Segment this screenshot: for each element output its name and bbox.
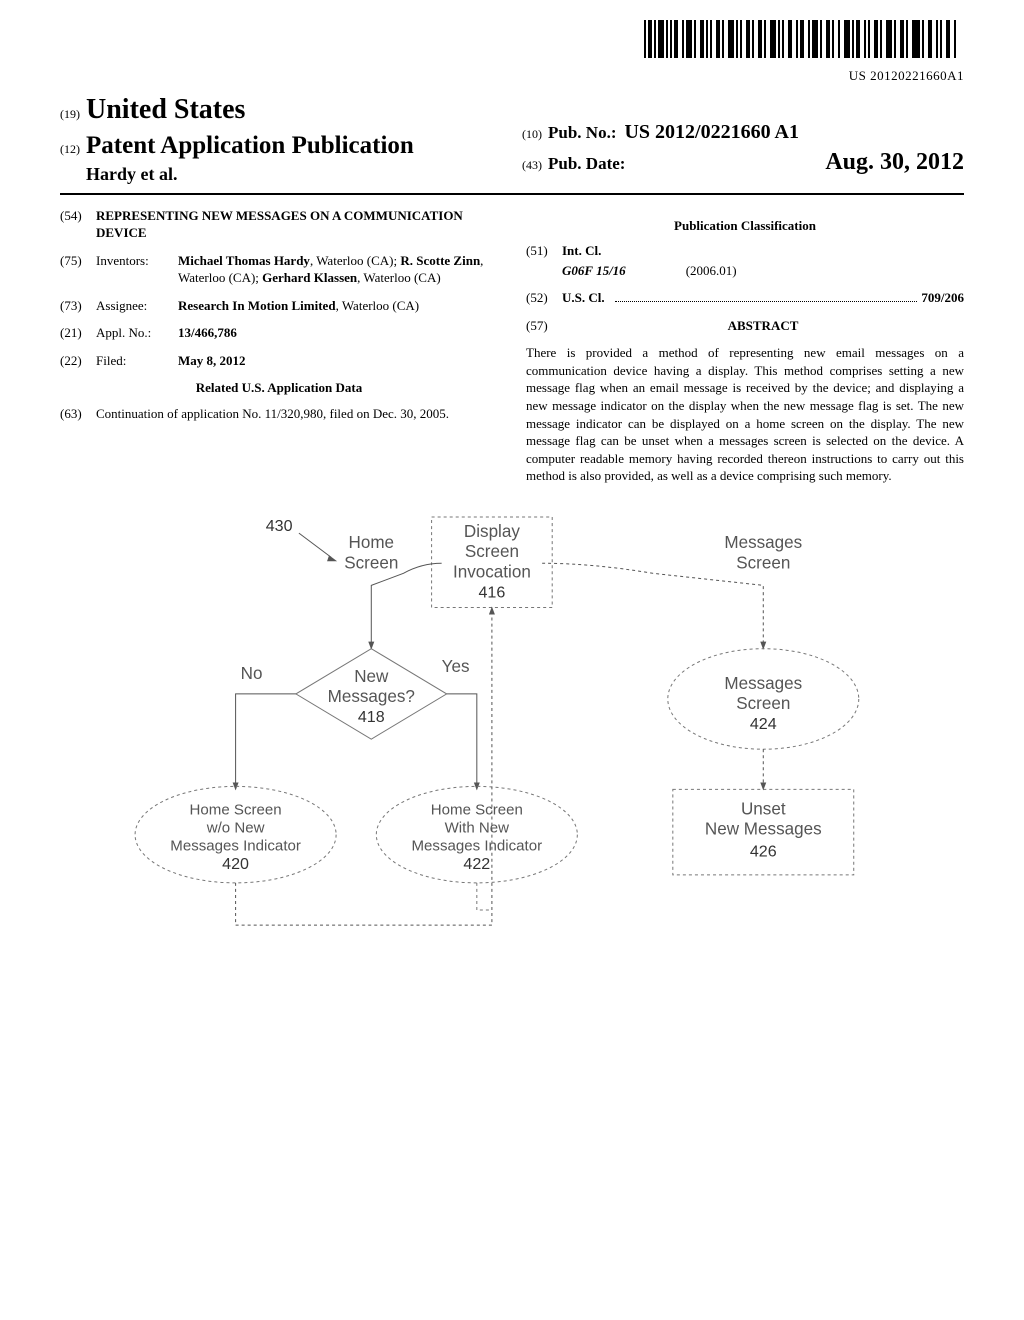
svg-text:Messages Indicator: Messages Indicator: [170, 837, 301, 854]
svg-text:426: 426: [750, 842, 777, 860]
inventors-code: (75): [60, 252, 96, 270]
assignee-label: Assignee:: [96, 297, 178, 315]
us-cl-label: U.S. Cl.: [562, 289, 605, 307]
pub-no-label: Pub. No.:: [548, 122, 616, 145]
svg-text:Messages Indicator: Messages Indicator: [412, 837, 543, 854]
document-header: (19) United States (12) Patent Applicati…: [60, 91, 964, 195]
svg-text:418: 418: [358, 708, 385, 726]
appl-no-label: Appl. No.:: [96, 324, 178, 342]
header-right: (10) Pub. No.: US 2012/0221660 A1 (43) P…: [512, 91, 964, 187]
assignee-code: (73): [60, 297, 96, 315]
messages-screen-label-2: Screen: [736, 553, 790, 572]
svg-text:422: 422: [463, 855, 490, 873]
arrow-to-messages: [542, 563, 763, 648]
related-heading: Related U.S. Application Data: [60, 379, 498, 397]
assignee-value: Research In Motion Limited, Waterloo (CA…: [178, 297, 498, 315]
abstract-code: (57): [526, 317, 562, 335]
svg-text:Unset: Unset: [741, 799, 786, 818]
filed-code: (22): [60, 352, 96, 370]
barcode-number: US 20120221660A1: [644, 67, 964, 85]
continuation-text: Continuation of application No. 11/320,9…: [96, 405, 498, 423]
svg-text:New Messages: New Messages: [705, 819, 822, 838]
svg-text:Home Screen: Home Screen: [431, 801, 523, 818]
flowchart-diagram: 430 Home Screen Display Screen Invocatio…: [60, 513, 964, 962]
barcode-section: US 20120221660A1: [60, 20, 964, 87]
svg-text:416: 416: [478, 583, 505, 601]
svg-text:420: 420: [222, 855, 249, 873]
home-screen-label-2: Screen: [344, 553, 398, 572]
filed-value: May 8, 2012: [178, 352, 498, 370]
arrow-yes: [447, 694, 477, 789]
pub-date-code: (43): [522, 157, 542, 173]
svg-text:Messages: Messages: [724, 674, 802, 693]
ref-430: 430: [266, 517, 293, 535]
svg-text:Display: Display: [464, 522, 520, 541]
classification-heading: Publication Classification: [526, 217, 964, 235]
int-cl-code: (51): [526, 242, 562, 260]
svg-text:Yes: Yes: [442, 657, 470, 676]
messages-screen-label-1: Messages: [724, 533, 802, 552]
pub-type-code: (12): [60, 141, 80, 157]
continuation-code: (63): [60, 405, 96, 423]
pub-date-value: Aug. 30, 2012: [825, 146, 964, 178]
arrow-no: [236, 694, 296, 789]
dotted-leader: [615, 301, 918, 302]
flowchart-svg: 430 Home Screen Display Screen Invocatio…: [120, 513, 904, 955]
inventors-value: Michael Thomas Hardy, Waterloo (CA); R. …: [178, 252, 498, 287]
int-cl-class: G06F 15/16: [562, 263, 626, 278]
svg-text:No: No: [241, 664, 263, 683]
int-cl-date: (2006.01): [686, 262, 737, 280]
left-column: (54) REPRESENTING NEW MESSAGES ON A COMM…: [60, 207, 498, 485]
appl-no-value: 13/466,786: [178, 324, 498, 342]
svg-text:With New: With New: [445, 819, 510, 836]
pub-type: Patent Application Publication: [86, 129, 414, 163]
title-code: (54): [60, 207, 96, 225]
feedback-arrow-left: [236, 607, 492, 925]
country-name: United States: [86, 91, 245, 129]
int-cl-label: Int. Cl.: [562, 242, 601, 260]
svg-text:Messages?: Messages?: [328, 687, 415, 706]
svg-text:New: New: [354, 667, 389, 686]
pub-no-value: US 2012/0221660 A1: [624, 119, 798, 146]
svg-text:Screen: Screen: [465, 542, 519, 561]
right-column: Publication Classification (51) Int. Cl.…: [526, 207, 964, 485]
home-screen-label-1: Home: [349, 533, 395, 552]
feedback-join-mid: [477, 883, 492, 910]
svg-text:424: 424: [750, 715, 777, 733]
body-columns: (54) REPRESENTING NEW MESSAGES ON A COMM…: [60, 207, 964, 485]
us-cl-code: (52): [526, 289, 562, 307]
svg-text:w/o New: w/o New: [206, 819, 265, 836]
inventors-label: Inventors:: [96, 252, 178, 270]
abstract-text: There is provided a method of representi…: [526, 344, 964, 484]
appl-no-code: (21): [60, 324, 96, 342]
svg-text:Home Screen: Home Screen: [190, 801, 282, 818]
pub-no-code: (10): [522, 126, 542, 142]
svg-text:Screen: Screen: [736, 694, 790, 713]
country-code: (19): [60, 106, 80, 122]
svg-text:Invocation: Invocation: [453, 562, 531, 581]
barcode: US 20120221660A1: [644, 20, 964, 84]
barcode-bars: [644, 20, 964, 60]
invention-title: REPRESENTING NEW MESSAGES ON A COMMUNICA…: [96, 207, 498, 242]
filed-label: Filed:: [96, 352, 178, 370]
abstract-label: ABSTRACT: [562, 317, 964, 335]
us-cl-value: 709/206: [921, 289, 964, 307]
header-authors: Hardy et al.: [86, 162, 512, 186]
pub-date-label: Pub. Date:: [548, 153, 625, 176]
header-left: (19) United States (12) Patent Applicati…: [60, 91, 512, 187]
